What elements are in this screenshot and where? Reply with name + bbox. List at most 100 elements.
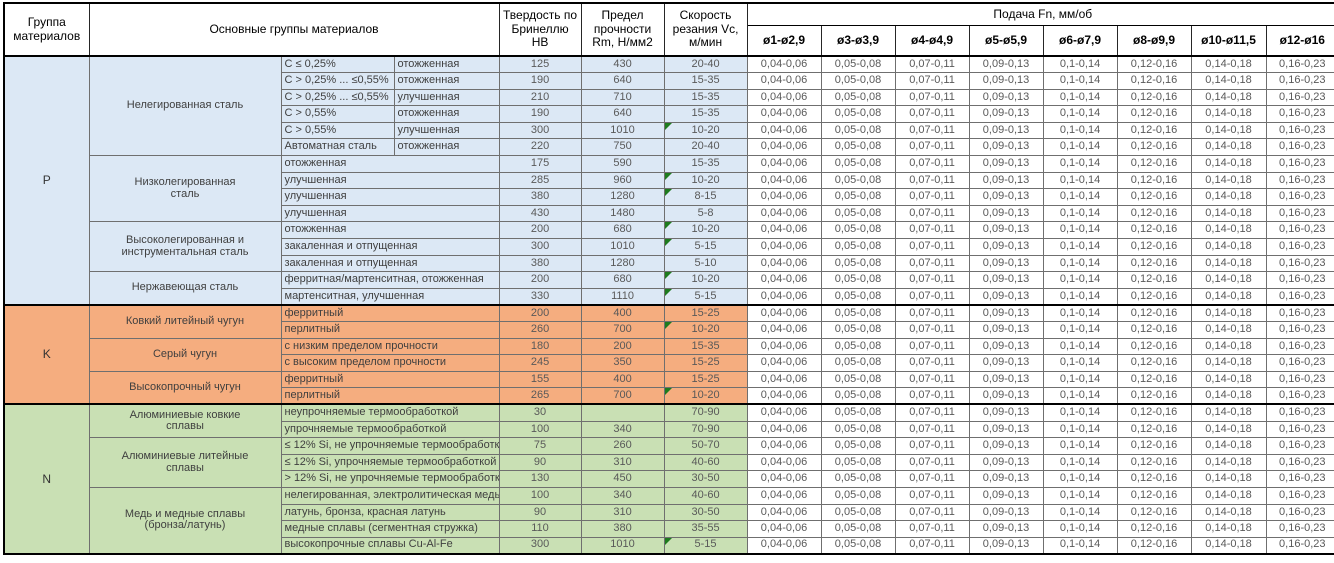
strength-value-cell: 1480 bbox=[580, 204, 665, 223]
feed-value-cell: 0,1-0,14 bbox=[1042, 536, 1118, 555]
feed-value-cell: 0,1-0,14 bbox=[1042, 121, 1118, 140]
feed-value-cell: 0,05-0,08 bbox=[820, 303, 896, 322]
feed-value-cell: 0,05-0,08 bbox=[820, 271, 896, 289]
feed-value-cell: 0,1-0,14 bbox=[1042, 105, 1118, 123]
hardness-value-cell: 190 bbox=[498, 72, 582, 90]
feed-value-cell: 0,12-0,16 bbox=[1116, 188, 1192, 206]
feed-value-cell: 0,16-0,23 bbox=[1265, 221, 1334, 240]
strength-value-cell: 700 bbox=[580, 321, 665, 339]
header-feed: Подача Fn, мм/об bbox=[746, 2, 1334, 26]
cutting-speed-value-cell: 15-35 bbox=[663, 72, 748, 90]
feed-value-cell: 0,16-0,23 bbox=[1265, 387, 1334, 405]
feed-value-cell: 0,07-0,11 bbox=[894, 303, 970, 322]
feed-value-cell: 0,05-0,08 bbox=[820, 337, 896, 356]
feed-value-cell: 0,05-0,08 bbox=[820, 370, 896, 389]
hardness-value-cell: 300 bbox=[498, 238, 582, 256]
header-feed-diameter: ø3-ø3,9 bbox=[820, 24, 896, 57]
feed-value-cell: 0,07-0,11 bbox=[894, 105, 970, 123]
feed-value-cell: 0,09-0,13 bbox=[968, 188, 1044, 206]
feed-value-cell: 0,14-0,18 bbox=[1190, 138, 1267, 157]
feed-value-cell: 0,09-0,13 bbox=[968, 138, 1044, 157]
material-subgroup-cell: Нелегированная сталь bbox=[88, 55, 282, 157]
feed-value-cell: 0,14-0,18 bbox=[1190, 88, 1267, 107]
green-corner-marker-icon bbox=[665, 388, 672, 396]
feed-value-cell: 0,12-0,16 bbox=[1116, 221, 1192, 240]
feed-value-cell: 0,14-0,18 bbox=[1190, 403, 1267, 422]
feed-value-cell: 0,07-0,11 bbox=[894, 254, 970, 273]
feed-value-cell: 0,1-0,14 bbox=[1042, 337, 1118, 356]
feed-value-cell: 0,1-0,14 bbox=[1042, 238, 1118, 256]
feed-value-cell: 0,07-0,11 bbox=[894, 221, 970, 240]
strength-value-cell: 750 bbox=[580, 138, 665, 157]
feed-value-cell: 0,09-0,13 bbox=[968, 403, 1044, 422]
table-row: перлитный 265 700 10-20 0,04-0,06 0,05-0,08 0,… bbox=[4, 387, 1334, 405]
feed-value-cell: 0,16-0,23 bbox=[1265, 188, 1334, 206]
green-corner-marker-icon bbox=[665, 173, 672, 180]
feed-value-cell: 0,1-0,14 bbox=[1042, 503, 1118, 522]
green-corner-marker-icon bbox=[665, 289, 672, 296]
material-state-cell: улучшенная bbox=[393, 121, 500, 140]
material-detail-cell: C > 0,25% ... ≤0,55% bbox=[280, 72, 395, 90]
cutting-speed-value-cell: 15-35 bbox=[663, 155, 748, 173]
material-detail-cell: Автоматная сталь bbox=[280, 138, 395, 157]
table-row: перлитный 260 700 10-20 0,04-0,06 0,05-0,08 0,… bbox=[4, 321, 1334, 339]
material-detail-cell: C ≤ 0,25% bbox=[280, 55, 395, 74]
feed-value-cell: 0,04-0,06 bbox=[746, 503, 822, 522]
feed-value-cell: 0,1-0,14 bbox=[1042, 403, 1118, 422]
material-detail-cell: C > 0,55% bbox=[280, 105, 395, 123]
cutting-speed-value-cell: 35-55 bbox=[663, 520, 748, 538]
material-detail-cell: > 12% Si, не упрочняемые термообработкой bbox=[280, 470, 500, 488]
feed-value-cell: 0,12-0,16 bbox=[1116, 204, 1192, 223]
feed-value-cell: 0,1-0,14 bbox=[1042, 72, 1118, 90]
material-subgroup-cell: Ковкий литейный чугун bbox=[88, 303, 282, 339]
material-subgroup-cell: Медь и медные сплавы (бронза/латунь) bbox=[88, 486, 282, 555]
hardness-value-cell: 430 bbox=[498, 204, 582, 223]
strength-value-cell: 700 bbox=[580, 387, 665, 405]
feed-value-cell: 0,14-0,18 bbox=[1190, 155, 1267, 173]
hardness-value-cell: 260 bbox=[498, 321, 582, 339]
hardness-value-cell: 100 bbox=[498, 486, 582, 505]
feed-value-cell: 0,14-0,18 bbox=[1190, 204, 1267, 223]
feed-value-cell: 0,14-0,18 bbox=[1190, 420, 1267, 439]
feed-value-cell: 0,07-0,11 bbox=[894, 188, 970, 206]
hardness-value-cell: 180 bbox=[498, 337, 582, 356]
material-detail-cell: отожженная bbox=[280, 221, 500, 240]
feed-value-cell: 0,16-0,23 bbox=[1265, 88, 1334, 107]
feed-value-cell: 0,14-0,18 bbox=[1190, 254, 1267, 273]
feed-value-cell: 0,14-0,18 bbox=[1190, 287, 1267, 306]
feed-value-cell: 0,07-0,11 bbox=[894, 238, 970, 256]
feed-value-cell: 0,05-0,08 bbox=[820, 254, 896, 273]
feed-value-cell: 0,1-0,14 bbox=[1042, 155, 1118, 173]
feed-value-cell: 0,1-0,14 bbox=[1042, 287, 1118, 306]
table-row: N Алюминиевые ковкие сплавы неупрочняемые … bbox=[3, 403, 1334, 555]
feed-value-cell: 0,16-0,23 bbox=[1265, 503, 1334, 522]
hardness-value-cell: 75 bbox=[498, 437, 582, 455]
feed-value-cell: 0,04-0,06 bbox=[746, 72, 822, 90]
feed-value-cell: 0,14-0,18 bbox=[1190, 55, 1267, 74]
material-detail-cell: упрочняемые термообработкой bbox=[280, 420, 500, 439]
feed-value-cell: 0,07-0,11 bbox=[894, 287, 970, 306]
strength-value-cell: 340 bbox=[580, 420, 665, 439]
hardness-value-cell: 200 bbox=[498, 303, 582, 322]
feed-value-cell: 0,05-0,08 bbox=[820, 520, 896, 538]
cutting-speed-value-cell: 5-10 bbox=[663, 254, 748, 273]
hardness-value-cell: 285 bbox=[498, 171, 582, 190]
feed-value-cell: 0,05-0,08 bbox=[820, 171, 896, 190]
strength-value-cell: 680 bbox=[580, 221, 665, 240]
material-state-cell: отожженная bbox=[393, 138, 500, 157]
material-group-code-cell: N bbox=[3, 403, 90, 555]
header-feed-diameter: ø10-ø11,5 bbox=[1190, 24, 1267, 57]
strength-value-cell: 260 bbox=[580, 437, 665, 455]
table-row: C > 0,25% ... ≤0,55% улучшенная 210 710 15-3… bbox=[4, 88, 1334, 107]
material-detail-cell: C > 0,55% bbox=[280, 121, 395, 140]
feed-value-cell: 0,07-0,11 bbox=[894, 387, 970, 405]
strength-value-cell: 1010 bbox=[580, 121, 665, 140]
feed-value-cell: 0,04-0,06 bbox=[746, 354, 822, 372]
feed-value-cell: 0,14-0,18 bbox=[1190, 520, 1267, 538]
feed-value-cell: 0,09-0,13 bbox=[968, 155, 1044, 173]
feed-value-cell: 0,05-0,08 bbox=[820, 204, 896, 223]
table-row: упрочняемые термообработкой 100 340 70-90 0,… bbox=[4, 420, 1334, 439]
feed-value-cell: 0,07-0,11 bbox=[894, 155, 970, 173]
green-corner-marker-icon bbox=[665, 272, 672, 280]
feed-value-cell: 0,14-0,18 bbox=[1190, 303, 1267, 322]
